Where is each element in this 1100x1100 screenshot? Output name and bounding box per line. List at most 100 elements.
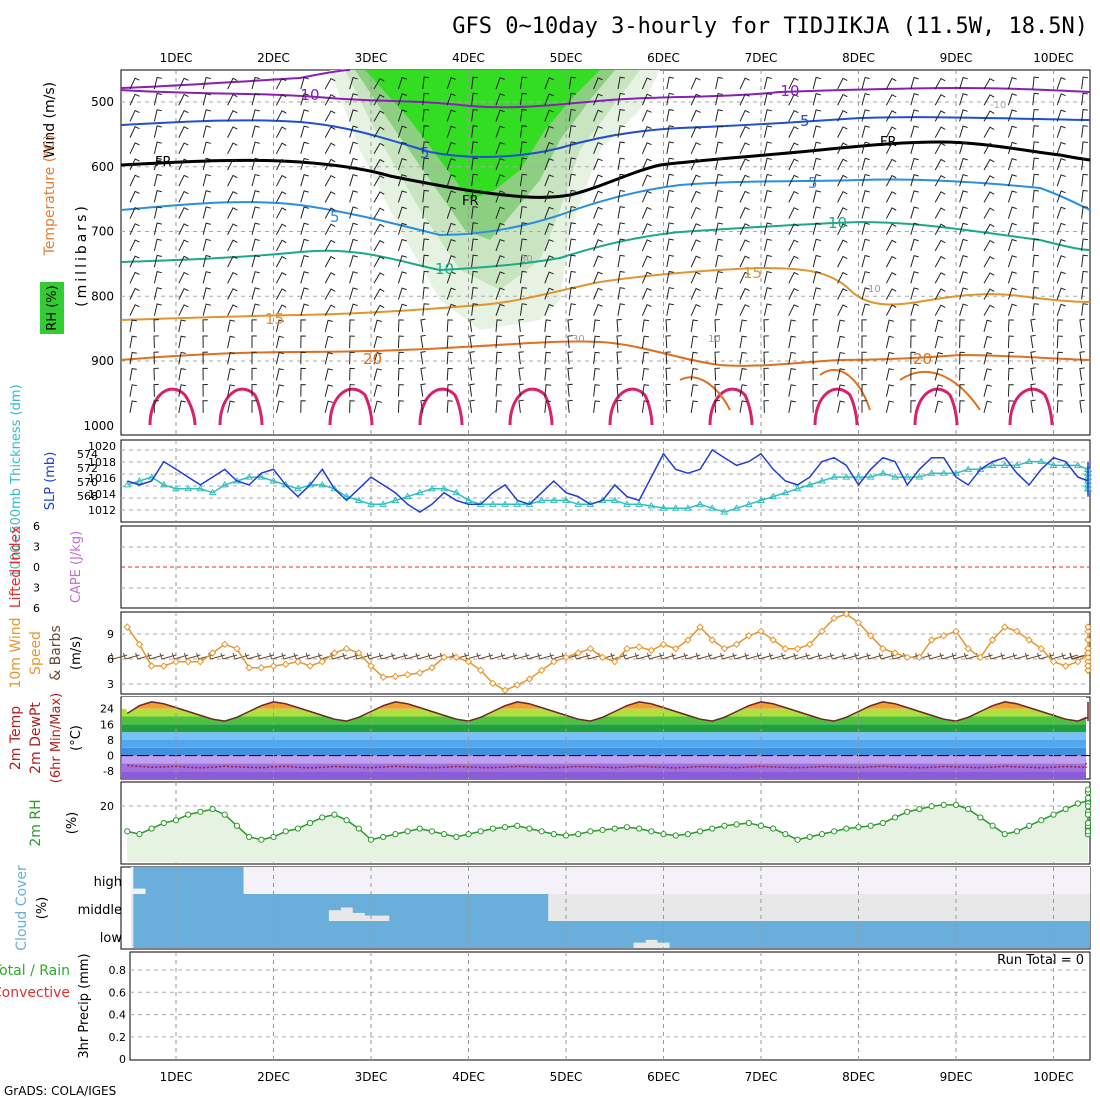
wind-barb [861, 206, 870, 219]
thickness-point [293, 484, 302, 492]
wind-barb [446, 174, 456, 187]
wind-barb [617, 270, 625, 284]
rh2m-point [855, 824, 862, 831]
wind-barb [837, 368, 845, 381]
rh2m-point [1084, 803, 1092, 810]
wind-barb [469, 318, 475, 332]
ylabel-cloud-1: Cloud Cover [14, 865, 30, 951]
wind-barb [420, 383, 426, 397]
wind-barb [861, 335, 867, 349]
wind-barb [812, 271, 821, 284]
cloud-bar-low [523, 921, 537, 948]
cloud-bar-low [828, 921, 841, 948]
wind-barb [446, 206, 456, 219]
wind-barb [788, 77, 799, 90]
wind-barb [959, 109, 968, 122]
cloud-bar-low [706, 921, 719, 948]
contour-10 [120, 220, 1091, 272]
thickness-point [501, 500, 509, 507]
wind10-barb [464, 652, 481, 660]
thickness-tick: 570 [77, 476, 98, 489]
wind10-barb [720, 652, 737, 660]
wind-barb [153, 254, 162, 268]
rh2m-point [879, 819, 886, 827]
rh2m-point [428, 828, 436, 835]
wind-barb [593, 351, 600, 365]
thickness-point [537, 496, 546, 503]
rh2m-point [233, 822, 241, 829]
cape-lifted-index-panel: 6 3 0 3 6 Lifted Index CAPE (J/kg) [8, 520, 1091, 615]
wind-barb [495, 125, 505, 138]
wind10-barb [939, 652, 957, 660]
wind-barb [518, 318, 524, 332]
wind-barb [715, 271, 723, 284]
wind-barb [495, 109, 505, 122]
wind-barb [690, 174, 701, 187]
wind10-point [745, 631, 753, 640]
wind-barb [275, 77, 287, 90]
contour-labels: -10 -10 5 5 5 5 FR FR FR -10 10 15 15 20… [155, 82, 1006, 368]
wind-barb [495, 158, 505, 171]
wind10-point [781, 644, 790, 653]
wind-barb [1007, 367, 1014, 381]
wind-barb [1007, 125, 1017, 138]
wind-barb [1079, 383, 1085, 397]
wind10-barb [781, 652, 798, 660]
rh2m-point [648, 828, 655, 835]
wind-barb [910, 351, 916, 365]
wind-barb [934, 319, 943, 332]
cloud-bar-middle [523, 894, 537, 921]
wind-barb [861, 303, 870, 316]
thickness-point [854, 473, 863, 480]
wind-barb [1030, 351, 1036, 365]
wind10-point [1084, 636, 1092, 644]
thickness-point [574, 500, 583, 507]
wind-barb [837, 207, 848, 219]
wind10m-series [123, 610, 1092, 694]
wind-barb [397, 109, 407, 122]
wind-barb [202, 141, 211, 154]
wind10-point [123, 623, 131, 631]
wind-barb [349, 335, 355, 349]
rh2m-point [160, 819, 167, 827]
cloud-bar-low [925, 921, 939, 948]
rh-ticks: 20 [100, 800, 114, 813]
wind10-point [732, 640, 741, 649]
thickness-point [488, 500, 497, 507]
li-tick: 0 [33, 561, 40, 574]
wind-barb [739, 255, 750, 268]
rh2m-point [757, 822, 765, 829]
cloud-bar-middle [498, 894, 512, 921]
wind-barb [812, 254, 821, 268]
wind10-point [416, 669, 424, 677]
wind-barb [544, 303, 554, 316]
rh2m-point [148, 825, 155, 832]
wind-barb [861, 125, 870, 138]
wind10-point [221, 640, 229, 649]
cloud-bar-middle [438, 894, 451, 921]
wind-barb [1032, 141, 1039, 154]
wind10-point [1084, 649, 1092, 657]
wind-barb [178, 77, 189, 90]
rh2m-point [587, 828, 594, 835]
rh2m-point [331, 811, 338, 818]
cloud-bar-low [596, 921, 610, 948]
ylabel-thickness: 1000~500mb Thickness (dm) [9, 384, 24, 577]
wind-barb [1081, 173, 1088, 187]
wind-barb [495, 367, 502, 381]
wind-barb [129, 93, 140, 106]
temp-tick: 24 [100, 703, 114, 716]
wind-barb [300, 190, 309, 203]
wind-barb [837, 351, 845, 365]
thickness-point [610, 496, 619, 503]
wind-barb [739, 384, 747, 397]
wind-barb [788, 142, 799, 155]
wind-barb [983, 94, 995, 106]
cloud-bar-low [1083, 921, 1090, 948]
thickness-point [452, 488, 461, 496]
wind-barb [959, 254, 968, 268]
cloud-bar-high [157, 867, 171, 894]
cloud-bar-middle [425, 894, 439, 921]
wind-barb [910, 190, 919, 203]
wind-barb [910, 174, 919, 187]
